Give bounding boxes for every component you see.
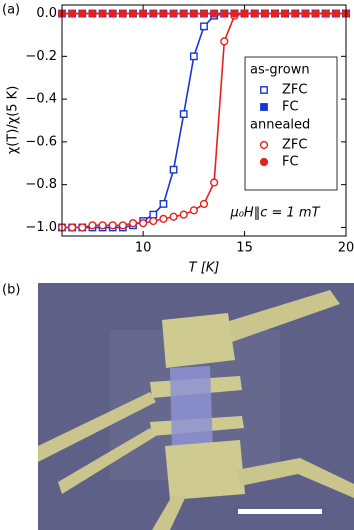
marker bbox=[108, 9, 117, 18]
marker bbox=[118, 9, 127, 18]
marker bbox=[159, 200, 168, 208]
marker bbox=[78, 223, 87, 232]
legend-label: ZFC bbox=[282, 138, 307, 153]
micrograph bbox=[38, 283, 354, 530]
legend-box bbox=[244, 56, 338, 191]
marker bbox=[220, 9, 229, 18]
marker bbox=[78, 9, 87, 18]
marker bbox=[68, 9, 77, 18]
annotation: μ₀H‖c = 1 mT bbox=[229, 206, 320, 221]
marker bbox=[159, 214, 168, 223]
marker bbox=[270, 9, 280, 18]
marker bbox=[179, 110, 188, 118]
y-axis-label: χ(T)/χ(5 K) bbox=[6, 86, 21, 155]
flake bbox=[170, 366, 213, 452]
y-tick-label: 0.0 bbox=[36, 6, 57, 21]
y-tick-label: −0.8 bbox=[25, 177, 57, 192]
legend-label: FC bbox=[282, 155, 299, 170]
legend-label: FC bbox=[282, 100, 299, 115]
marker bbox=[149, 9, 158, 18]
panel-label: (b) bbox=[2, 283, 20, 298]
marker bbox=[189, 9, 198, 18]
electrode bbox=[236, 458, 354, 498]
marker bbox=[88, 9, 97, 18]
legend-label: ZFC bbox=[282, 83, 307, 98]
marker bbox=[189, 206, 198, 215]
electrode bbox=[165, 440, 245, 500]
marker bbox=[259, 140, 269, 150]
marker bbox=[159, 9, 168, 18]
marker bbox=[179, 210, 188, 219]
marker bbox=[210, 9, 219, 18]
marker bbox=[199, 9, 209, 18]
marker bbox=[169, 165, 178, 174]
x-axis-label: T [K] bbox=[189, 261, 220, 276]
marker bbox=[250, 9, 259, 18]
electrode bbox=[226, 290, 340, 342]
marker bbox=[240, 9, 249, 18]
legend: as-grown ZFC FC annealed ZFC FC bbox=[244, 56, 338, 191]
marker bbox=[139, 219, 148, 228]
marker bbox=[108, 221, 117, 230]
marker bbox=[128, 219, 138, 228]
marker bbox=[291, 9, 300, 18]
marker bbox=[200, 22, 208, 31]
marker bbox=[220, 37, 229, 46]
scale-bar bbox=[238, 509, 322, 514]
marker bbox=[230, 9, 239, 18]
electrode bbox=[58, 428, 156, 494]
marker bbox=[259, 157, 269, 167]
marker bbox=[260, 9, 269, 18]
marker bbox=[128, 9, 138, 18]
marker bbox=[169, 9, 178, 18]
marker bbox=[260, 86, 268, 94]
marker bbox=[118, 221, 127, 230]
legend-group-title: annealed bbox=[250, 118, 310, 133]
y-tick-label: −1.0 bbox=[25, 220, 57, 235]
marker bbox=[88, 221, 97, 230]
electrode bbox=[152, 496, 186, 530]
marker bbox=[311, 9, 320, 18]
marker bbox=[210, 178, 219, 187]
marker bbox=[189, 52, 198, 61]
marker bbox=[260, 103, 268, 111]
y-tick-label: −0.6 bbox=[25, 134, 57, 149]
marker bbox=[139, 9, 148, 18]
x-tick-label: 15 bbox=[236, 241, 253, 256]
marker bbox=[179, 9, 188, 18]
plot-frame bbox=[61, 4, 347, 237]
electrode bbox=[162, 313, 235, 368]
marker bbox=[98, 221, 107, 230]
marker bbox=[321, 9, 330, 18]
marker bbox=[281, 9, 290, 18]
legend-group-title: as-grown bbox=[250, 63, 310, 78]
y-tick-label: −0.4 bbox=[25, 92, 57, 107]
marker bbox=[301, 9, 310, 18]
y-tick-label: −0.2 bbox=[25, 49, 57, 64]
marker bbox=[149, 216, 158, 226]
marker bbox=[169, 212, 178, 221]
marker bbox=[98, 9, 107, 18]
marker bbox=[199, 199, 209, 209]
marker bbox=[149, 210, 158, 219]
marker bbox=[331, 9, 340, 18]
panel-label: (a) bbox=[2, 3, 20, 18]
x-tick-label: 10 bbox=[135, 241, 152, 256]
electrode bbox=[38, 392, 156, 462]
marker bbox=[68, 223, 77, 232]
x-tick-label: 20 bbox=[338, 241, 354, 256]
